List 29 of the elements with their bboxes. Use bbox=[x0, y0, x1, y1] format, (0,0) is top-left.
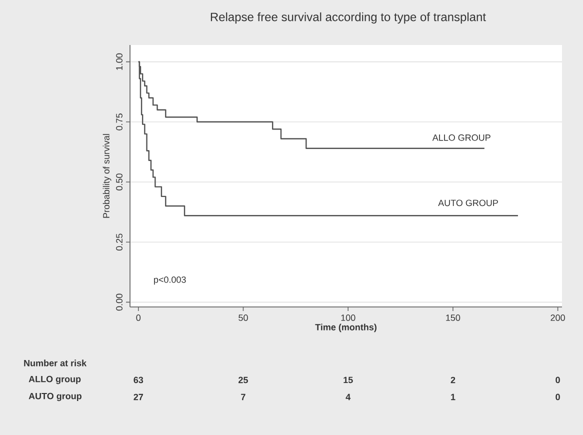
text: 0 bbox=[556, 394, 560, 400]
x-axis-title: Time (months) bbox=[315, 324, 376, 332]
x-tick-label: 50 bbox=[238, 314, 248, 321]
text: 1 bbox=[451, 394, 456, 400]
text: Number at risk bbox=[24, 360, 87, 366]
y-axis-title: Probability of survival bbox=[102, 134, 112, 218]
text: 4 bbox=[346, 394, 351, 400]
y-tick-label: 1.00 bbox=[116, 53, 122, 70]
text: 63 bbox=[134, 376, 144, 384]
x-tick-label: 0 bbox=[136, 314, 141, 321]
y-tick-label: 0.50 bbox=[116, 174, 122, 190]
y-tick-label: 0.25 bbox=[116, 234, 122, 250]
annotation: p<0.003 bbox=[154, 276, 186, 285]
y-tick-label: 0.00 bbox=[116, 294, 122, 311]
text: 15 bbox=[344, 376, 353, 384]
text: 0 bbox=[556, 376, 560, 384]
chart-title: Relapse free survival according to type of transplant bbox=[210, 12, 486, 24]
series-label: AUTO GROUP bbox=[438, 200, 498, 206]
y-tick-label: 0.75 bbox=[116, 114, 122, 130]
text: 7 bbox=[241, 394, 246, 400]
x-tick-label: 200 bbox=[550, 314, 565, 321]
text: 27 bbox=[134, 394, 144, 400]
text: 25 bbox=[238, 376, 248, 384]
series-label: ALLO GROUP bbox=[432, 134, 490, 141]
text: 2 bbox=[450, 376, 456, 384]
x-tick-label: 150 bbox=[446, 314, 460, 321]
x-tick-label: 100 bbox=[341, 314, 356, 321]
text: ALLO group bbox=[28, 376, 81, 384]
text: AUTO group bbox=[28, 392, 82, 402]
